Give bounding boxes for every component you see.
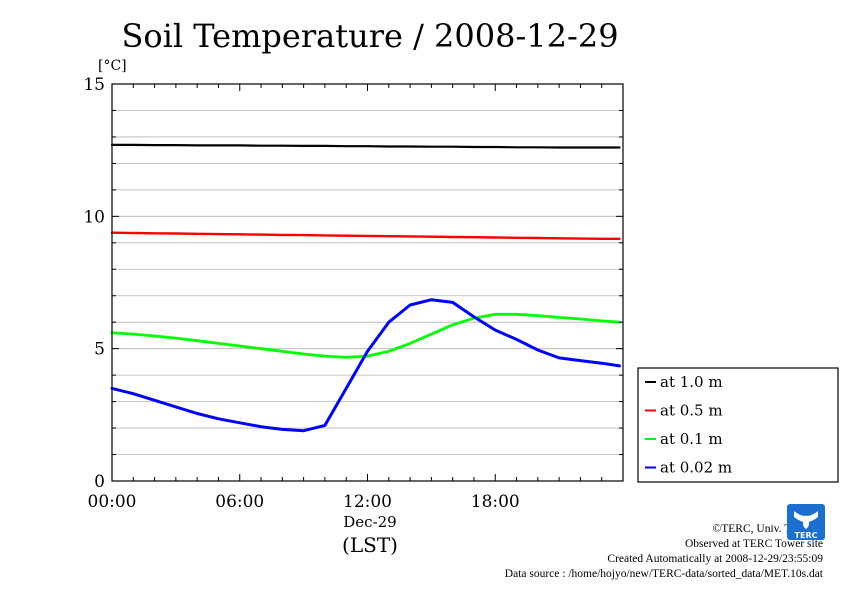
series-line (110, 312, 621, 359)
y-tick-label: 15 (83, 75, 105, 95)
x-date-label: Dec-29 (343, 513, 396, 531)
credits: ©TERC, Univ. Tsukuba Observed at TERC To… (505, 522, 823, 582)
x-tick-label: 06:00 (215, 492, 264, 512)
axis-ticks (111, 83, 624, 482)
chart-title: Soil Temperature / 2008-12-29 (121, 17, 618, 55)
x-tick-label: 00:00 (88, 492, 137, 512)
series-line (110, 231, 621, 240)
created-text: Created Automatically at 2008-12-29/23:5… (607, 553, 823, 565)
x-tick-label: 12:00 (343, 492, 392, 512)
x-tick-label: 18:00 (471, 492, 520, 512)
source-text: Data source : /home/hojyo/new/TERC-data/… (504, 568, 823, 580)
x-tick-labels: 00:00 06:00 12:00 18:00 (88, 492, 520, 512)
copyright-text: ©TERC, Univ. Tsukuba (712, 523, 823, 535)
terc-logo: TERC (787, 504, 825, 540)
y-axis-unit: [°C] (98, 58, 127, 74)
legend-box (637, 367, 839, 483)
series-line (110, 143, 621, 149)
logo-label: TERC (795, 531, 818, 540)
grid-lines (112, 110, 623, 455)
legend-label: at 0.5 m (660, 402, 723, 420)
series-lines (110, 143, 621, 433)
legend-label: at 0.02 m (660, 459, 732, 477)
site-text: Observed at TERC Tower site (684, 538, 823, 550)
y-tick-label: 0 (94, 472, 105, 492)
x-axis-label: (LST) (342, 533, 398, 557)
y-tick-label: 5 (94, 340, 105, 360)
legend-label: at 0.1 m (660, 430, 723, 448)
plot-frame (111, 83, 624, 482)
y-tick-labels: 0 5 10 15 (83, 75, 105, 492)
legend-label: at 1.0 m (660, 373, 723, 391)
legend: at 1.0 m at 0.5 m at 0.1 m at 0.02 m (637, 367, 839, 483)
series-line (110, 298, 621, 433)
y-tick-label: 10 (83, 207, 105, 227)
